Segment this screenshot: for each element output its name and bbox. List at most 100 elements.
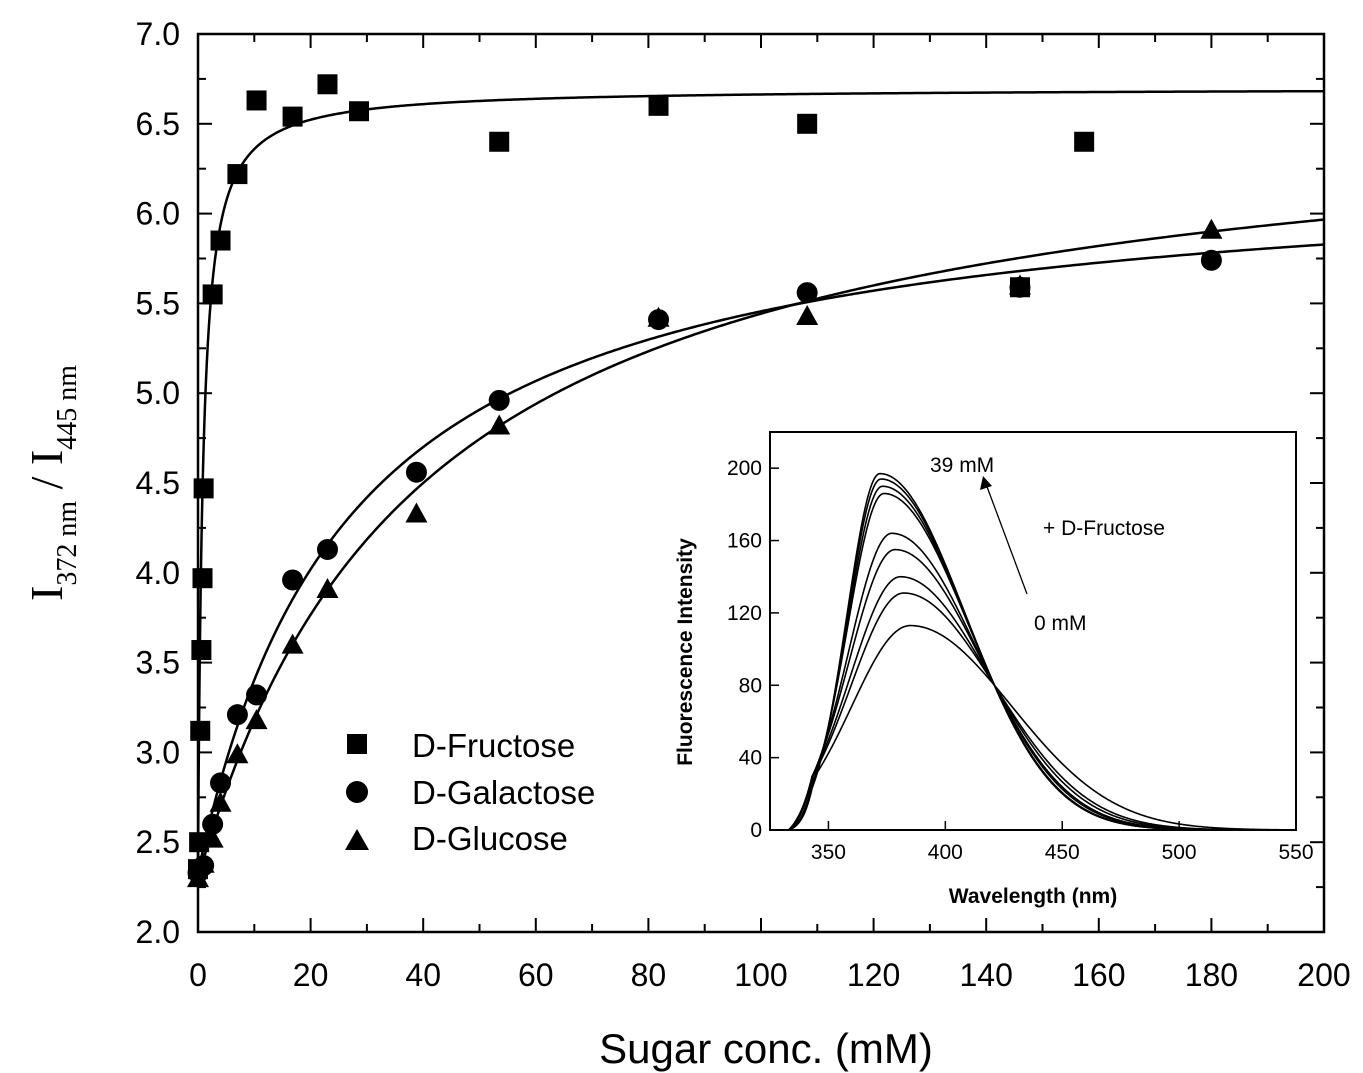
emission-spectra — [781, 472, 1297, 831]
main-plot-area: 0 20 40 60 80 100 120 140 160 180 200 2.0 2.5 3.0 3.5 4… — [136, 16, 1351, 993]
annotation-arrow-label: + D-Fructose — [1043, 517, 1165, 540]
annotation-arrow-shaft — [985, 483, 1028, 595]
data-point-d-fructose — [246, 90, 267, 111]
y-tick-label: 6.0 — [136, 196, 180, 232]
data-point-d-fructose — [192, 568, 213, 589]
data-point-d-glucose — [245, 709, 268, 730]
main-axis-ticks: 0 20 40 60 80 100 120 140 160 180 200 2.0 2.5 3.0 3.5 4… — [136, 16, 1351, 993]
data-point-d-fructose — [317, 74, 338, 95]
y-tick-label: 4.0 — [136, 555, 180, 591]
data-point-d-glucose — [201, 827, 224, 848]
inset-x-axis-label: Wavelength (nm) — [949, 885, 1117, 908]
data-point-d-fructose — [489, 131, 510, 152]
legend: D-Fructose D-Galactose D-Glucose — [345, 727, 595, 857]
data-point-d-fructose — [202, 284, 223, 305]
x-tick-label: 60 — [518, 957, 554, 993]
data-point-d-glucose — [1008, 274, 1031, 295]
data-point-d-galactose — [488, 389, 510, 411]
inset-y-tick-label: 40 — [739, 747, 762, 770]
data-point-d-fructose — [282, 106, 303, 127]
inset-x-tick-label: 500 — [1162, 841, 1197, 864]
data-point-d-fructose — [191, 640, 212, 661]
inset-plot-frame — [769, 431, 1297, 831]
inset-y-tick-label: 120 — [727, 602, 762, 625]
data-point-d-fructose — [648, 95, 669, 116]
inset-chart: 350 400 450 500 550 0 40 80 120 160 200 Wavelength… — [674, 431, 1314, 908]
y-axis-label-sub1: 372 nm — [52, 501, 83, 586]
data-point-d-fructose — [349, 101, 370, 122]
x-tick-label: 80 — [631, 957, 667, 993]
y-axis-label-sep: / — [21, 465, 72, 501]
data-point-d-glucose — [192, 852, 215, 873]
spectrum-curve — [781, 624, 1297, 831]
legend-marker-fructose — [347, 734, 367, 754]
data-point-d-galactose — [210, 772, 232, 794]
y-tick-label: 5.0 — [136, 375, 180, 411]
data-points — [187, 74, 1223, 888]
inset-x-tick-label: 450 — [1045, 841, 1080, 864]
x-axis-label: Sugar conc. (mM) — [599, 1025, 933, 1072]
inset-x-tick-label: 400 — [928, 841, 963, 864]
y-tick-label: 7.0 — [136, 16, 180, 52]
y-axis-label-sub2: 445 nm — [52, 365, 83, 450]
y-axis-label-main2: I — [21, 450, 72, 465]
data-point-d-glucose — [405, 502, 428, 523]
data-point-d-fructose — [193, 478, 214, 499]
data-point-d-galactose — [202, 813, 224, 835]
data-point-d-galactose — [405, 461, 427, 483]
fit-curve-d-galactose — [196, 243, 1325, 874]
x-tick-label: 120 — [847, 957, 900, 993]
data-point-d-glucose — [796, 304, 819, 325]
x-tick-label: 140 — [960, 957, 1013, 993]
legend-label-glucose: D-Glucose — [412, 820, 568, 857]
data-point-d-galactose — [226, 704, 248, 726]
data-point-d-galactose — [796, 282, 818, 304]
inset-y-tick-label: 160 — [727, 530, 762, 553]
data-point-d-galactose — [282, 569, 304, 591]
fit-curve-d-fructose — [196, 89, 1325, 870]
inset-y-tick-label: 0 — [750, 819, 762, 842]
y-tick-label: 4.5 — [136, 465, 180, 501]
data-point-d-glucose — [647, 306, 670, 327]
data-point-d-fructose — [210, 230, 231, 251]
x-tick-label: 160 — [1072, 957, 1125, 993]
data-point-d-glucose — [1200, 218, 1223, 239]
legend-marker-glucose — [345, 829, 369, 850]
data-point-d-fructose — [1074, 131, 1095, 152]
y-tick-label: 3.5 — [136, 645, 180, 681]
legend-label-galactose: D-Galactose — [412, 774, 595, 811]
data-point-d-glucose — [316, 577, 339, 598]
legend-marker-galactose — [346, 781, 368, 803]
x-tick-label: 100 — [734, 957, 787, 993]
x-tick-label: 180 — [1185, 957, 1238, 993]
data-point-d-fructose — [227, 164, 248, 185]
x-tick-label: 40 — [405, 957, 441, 993]
data-point-d-glucose — [281, 633, 304, 654]
spectrum-curve — [781, 592, 1296, 831]
data-point-d-galactose — [246, 684, 268, 706]
annotation-bottom-concentration: 0 mM — [1034, 612, 1087, 635]
inset-x-tick-label: 350 — [811, 841, 846, 864]
y-tick-label: 6.5 — [136, 106, 180, 142]
data-point-d-glucose — [187, 867, 209, 888]
data-point-d-fructose — [190, 720, 211, 741]
y-axis-label-main: I — [21, 586, 72, 601]
inset-y-tick-label: 80 — [739, 674, 762, 697]
x-tick-label: 0 — [189, 957, 207, 993]
data-point-d-galactose — [1200, 249, 1222, 271]
x-tick-label: 200 — [1297, 957, 1350, 993]
data-point-d-glucose — [209, 791, 232, 812]
legend-label-fructose: D-Fructose — [412, 727, 575, 764]
data-point-d-glucose — [488, 414, 511, 435]
inset-x-tick-label: 550 — [1278, 841, 1313, 864]
y-tick-label: 2.0 — [136, 914, 180, 950]
annotation-arrowhead — [980, 476, 992, 490]
data-point-d-fructose — [797, 113, 818, 134]
x-tick-label: 20 — [293, 957, 329, 993]
y-tick-label: 3.0 — [136, 734, 180, 770]
data-point-d-glucose — [226, 743, 249, 764]
data-point-d-galactose — [316, 538, 338, 560]
y-tick-label: 2.5 — [136, 824, 180, 860]
y-axis-label: I372 nm / I445 nm — [21, 365, 83, 601]
